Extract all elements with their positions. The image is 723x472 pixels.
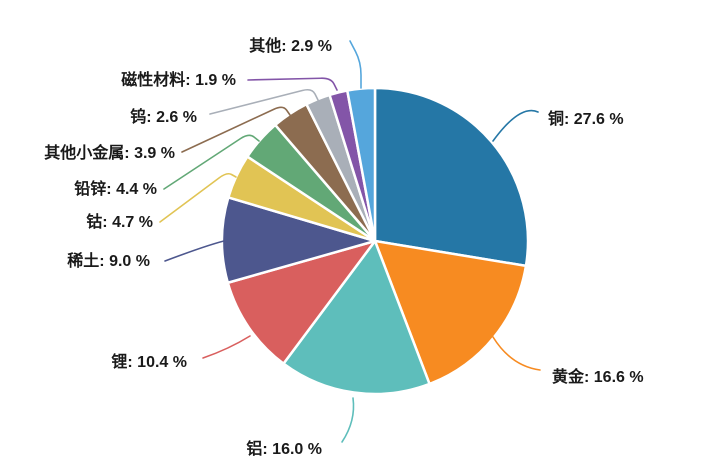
leader-line-other-minor-metals	[181, 106, 291, 153]
slice-label-others: 其他: 2.9 %	[249, 36, 332, 55]
slice-label-lead-zinc: 铅锌: 4.4 %	[74, 179, 157, 198]
slice-label-copper: 铜: 27.6 %	[548, 109, 624, 128]
slice-label-gold: 黄金: 16.6 %	[552, 367, 644, 386]
pie-slice-rare-earth	[220, 196, 377, 285]
pie-slice-copper	[373, 86, 530, 268]
leader-line-aluminum	[341, 397, 355, 443]
slice-label-aluminum: 铝: 16.0 %	[246, 439, 322, 458]
slice-label-tungsten: 钨: 2.6 %	[130, 107, 197, 126]
slice-label-magnetic-materials: 磁性材料: 1.9 %	[121, 70, 236, 89]
pie-slices	[220, 86, 530, 396]
slice-label-cobalt: 钴: 4.7 %	[86, 212, 153, 231]
leader-line-rare-earth	[164, 239, 229, 262]
leader-line-magnetic-materials	[247, 77, 338, 91]
leader-line-lithium	[202, 335, 251, 359]
pie-slice-lithium	[226, 239, 377, 365]
leader-line-tungsten	[209, 88, 319, 115]
leader-line-lead-zinc	[163, 134, 260, 190]
pie-slice-aluminum	[282, 239, 431, 396]
leader-line-gold	[492, 336, 541, 371]
slice-label-other-minor-metals: 其他小金属: 3.9 %	[44, 143, 175, 162]
leader-line-cobalt	[159, 172, 237, 223]
slice-label-lithium: 锂: 10.4 %	[111, 352, 187, 371]
leader-lines	[159, 40, 541, 443]
leader-line-copper	[492, 109, 539, 142]
slice-labels: 铜: 27.6 % 黄金: 16.6 % 铝: 16.0 % 锂: 10.4 % 稀土:…	[44, 36, 643, 458]
slice-label-rare-earth: 稀土: 9.0 %	[67, 251, 150, 270]
leader-line-others	[349, 40, 362, 89]
